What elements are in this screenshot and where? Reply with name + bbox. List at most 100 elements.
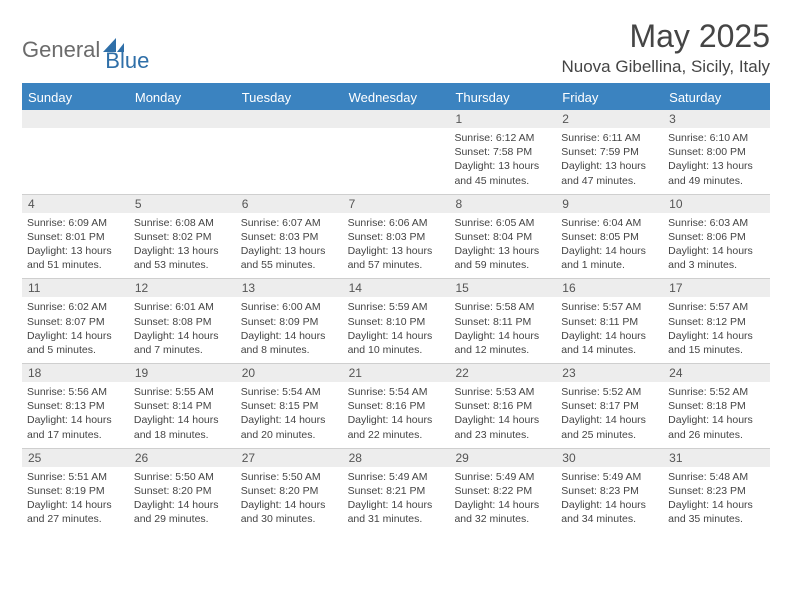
day-sunrise: Sunrise: 5:55 AM xyxy=(134,385,231,399)
day-number xyxy=(343,110,450,128)
day-daylight1: Daylight: 14 hours xyxy=(348,498,445,512)
day-details: Sunrise: 6:00 AMSunset: 8:09 PMDaylight:… xyxy=(241,300,338,357)
day-number: 21 xyxy=(343,364,450,382)
day-sunset: Sunset: 8:23 PM xyxy=(561,484,658,498)
day-details: Sunrise: 6:07 AMSunset: 8:03 PMDaylight:… xyxy=(241,216,338,273)
day-daylight1: Daylight: 13 hours xyxy=(134,244,231,258)
day-daylight1: Daylight: 14 hours xyxy=(348,413,445,427)
day-details: Sunrise: 6:03 AMSunset: 8:06 PMDaylight:… xyxy=(668,216,765,273)
day-cell xyxy=(236,128,343,194)
day-sunrise: Sunrise: 5:50 AM xyxy=(134,470,231,484)
day-details: Sunrise: 5:56 AMSunset: 8:13 PMDaylight:… xyxy=(27,385,124,442)
day-details: Sunrise: 6:08 AMSunset: 8:02 PMDaylight:… xyxy=(134,216,231,273)
day-details: Sunrise: 5:53 AMSunset: 8:16 PMDaylight:… xyxy=(454,385,551,442)
day-daylight2: and 51 minutes. xyxy=(27,258,124,272)
day-cell xyxy=(22,128,129,194)
day-sunset: Sunset: 8:16 PM xyxy=(454,399,551,413)
day-cell: Sunrise: 5:52 AMSunset: 8:18 PMDaylight:… xyxy=(663,382,770,448)
day-cell: Sunrise: 6:10 AMSunset: 8:00 PMDaylight:… xyxy=(663,128,770,194)
day-details: Sunrise: 5:58 AMSunset: 8:11 PMDaylight:… xyxy=(454,300,551,357)
day-sunrise: Sunrise: 5:50 AM xyxy=(241,470,338,484)
day-header-sat: Saturday xyxy=(663,85,770,110)
day-sunrise: Sunrise: 5:49 AM xyxy=(348,470,445,484)
day-cell: Sunrise: 5:51 AMSunset: 8:19 PMDaylight:… xyxy=(22,467,129,533)
day-daylight2: and 53 minutes. xyxy=(134,258,231,272)
day-cell: Sunrise: 6:05 AMSunset: 8:04 PMDaylight:… xyxy=(449,213,556,279)
day-number: 26 xyxy=(129,449,236,467)
day-daylight2: and 3 minutes. xyxy=(668,258,765,272)
day-number: 13 xyxy=(236,279,343,297)
day-sunrise: Sunrise: 6:09 AM xyxy=(27,216,124,230)
day-daylight1: Daylight: 14 hours xyxy=(668,498,765,512)
day-sunrise: Sunrise: 6:00 AM xyxy=(241,300,338,314)
week-row: Sunrise: 6:09 AMSunset: 8:01 PM Daylight:… xyxy=(22,213,770,279)
day-daylight1: Daylight: 14 hours xyxy=(27,413,124,427)
day-daylight2: and 15 minutes. xyxy=(668,343,765,357)
day-cell: Sunrise: 5:55 AMSunset: 8:14 PMDaylight:… xyxy=(129,382,236,448)
day-cell: Sunrise: 5:49 AMSunset: 8:23 PMDaylight:… xyxy=(556,467,663,533)
day-number xyxy=(22,110,129,128)
day-daylight1: Daylight: 13 hours xyxy=(454,159,551,173)
day-header-wed: Wednesday xyxy=(343,85,450,110)
day-daylight2: and 14 minutes. xyxy=(561,343,658,357)
day-cell: Sunrise: 5:48 AMSunset: 8:23 PMDaylight:… xyxy=(663,467,770,533)
day-sunset: Sunset: 8:11 PM xyxy=(454,315,551,329)
day-daylight2: and 20 minutes. xyxy=(241,428,338,442)
day-daylight2: and 47 minutes. xyxy=(561,174,658,188)
day-daylight2: and 57 minutes. xyxy=(348,258,445,272)
day-number: 15 xyxy=(449,279,556,297)
day-daylight1: Daylight: 14 hours xyxy=(561,498,658,512)
day-number: 29 xyxy=(449,449,556,467)
day-sunset: Sunset: 8:03 PM xyxy=(348,230,445,244)
day-cell: Sunrise: 5:56 AMSunset: 8:13 PMDaylight:… xyxy=(22,382,129,448)
day-details: Sunrise: 6:12 AMSunset: 7:58 PMDaylight:… xyxy=(454,131,551,188)
day-sunrise: Sunrise: 5:54 AM xyxy=(241,385,338,399)
day-details: Sunrise: 6:10 AMSunset: 8:00 PMDaylight:… xyxy=(668,131,765,188)
day-number: 6 xyxy=(236,195,343,213)
location: Nuova Gibellina, Sicily, Italy xyxy=(562,57,771,77)
day-header-tue: Tuesday xyxy=(236,85,343,110)
day-number: 10 xyxy=(663,195,770,213)
week-row: Sunrise: 5:56 AMSunset: 8:13 PMDaylight:… xyxy=(22,382,770,448)
day-sunrise: Sunrise: 6:02 AM xyxy=(27,300,124,314)
day-daylight1: Daylight: 14 hours xyxy=(454,413,551,427)
day-number: 1 xyxy=(449,110,556,128)
day-details: Sunrise: 5:50 AMSunset: 8:20 PMDaylight:… xyxy=(241,470,338,527)
day-details: Sunrise: 5:55 AMSunset: 8:14 PMDaylight:… xyxy=(134,385,231,442)
day-daylight2: and 29 minutes. xyxy=(134,512,231,526)
day-header-fri: Friday xyxy=(556,85,663,110)
day-header-thu: Thursday xyxy=(449,85,556,110)
week-row: Sunrise: 5:51 AMSunset: 8:19 PMDaylight:… xyxy=(22,467,770,533)
day-daylight1: Daylight: 14 hours xyxy=(134,413,231,427)
day-cell: Sunrise: 5:49 AMSunset: 8:22 PMDaylight:… xyxy=(449,467,556,533)
week-row: Sunrise: 6:12 AMSunset: 7:58 PMDaylight:… xyxy=(22,128,770,194)
day-sunset: Sunset: 8:01 PM xyxy=(27,230,124,244)
day-sunrise: Sunrise: 5:58 AM xyxy=(454,300,551,314)
day-number: 12 xyxy=(129,279,236,297)
day-daylight2: and 27 minutes. xyxy=(27,512,124,526)
day-sunset: Sunset: 8:07 PM xyxy=(27,315,124,329)
day-daylight1: Daylight: 14 hours xyxy=(561,329,658,343)
day-details: Sunrise: 5:57 AMSunset: 8:12 PMDaylight:… xyxy=(668,300,765,357)
day-sunset: Sunset: 8:17 PM xyxy=(561,399,658,413)
day-sunrise: Sunrise: 5:59 AM xyxy=(348,300,445,314)
day-cell: Sunrise: 5:50 AMSunset: 8:20 PMDaylight:… xyxy=(129,467,236,533)
day-cell: Sunrise: 6:02 AMSunset: 8:07 PMDaylight:… xyxy=(22,297,129,363)
day-cell: Sunrise: 5:57 AMSunset: 8:12 PMDaylight:… xyxy=(663,297,770,363)
day-daylight2: and 25 minutes. xyxy=(561,428,658,442)
day-cell: Sunrise: 5:54 AMSunset: 8:16 PMDaylight:… xyxy=(343,382,450,448)
week-row: Sunrise: 6:02 AMSunset: 8:07 PM Daylight:… xyxy=(22,297,770,363)
day-sunset: Sunset: 8:02 PM xyxy=(134,230,231,244)
day-daylight2: and 7 minutes. xyxy=(134,343,231,357)
day-daylight2: and 5 minutes. xyxy=(27,343,124,357)
daynum-row: 11121314151617 xyxy=(22,278,770,297)
day-number: 18 xyxy=(22,364,129,382)
day-daylight2: and 18 minutes. xyxy=(134,428,231,442)
day-cell: Sunrise: 5:53 AMSunset: 8:16 PMDaylight:… xyxy=(449,382,556,448)
day-daylight2: and 59 minutes. xyxy=(454,258,551,272)
day-sunset: Sunset: 8:12 PM xyxy=(668,315,765,329)
day-details: Sunrise: 6:06 AMSunset: 8:03 PMDaylight:… xyxy=(348,216,445,273)
day-number: 5 xyxy=(129,195,236,213)
day-daylight1: Daylight: 14 hours xyxy=(134,498,231,512)
day-header-row: Sunday Monday Tuesday Wednesday Thursday… xyxy=(22,85,770,110)
